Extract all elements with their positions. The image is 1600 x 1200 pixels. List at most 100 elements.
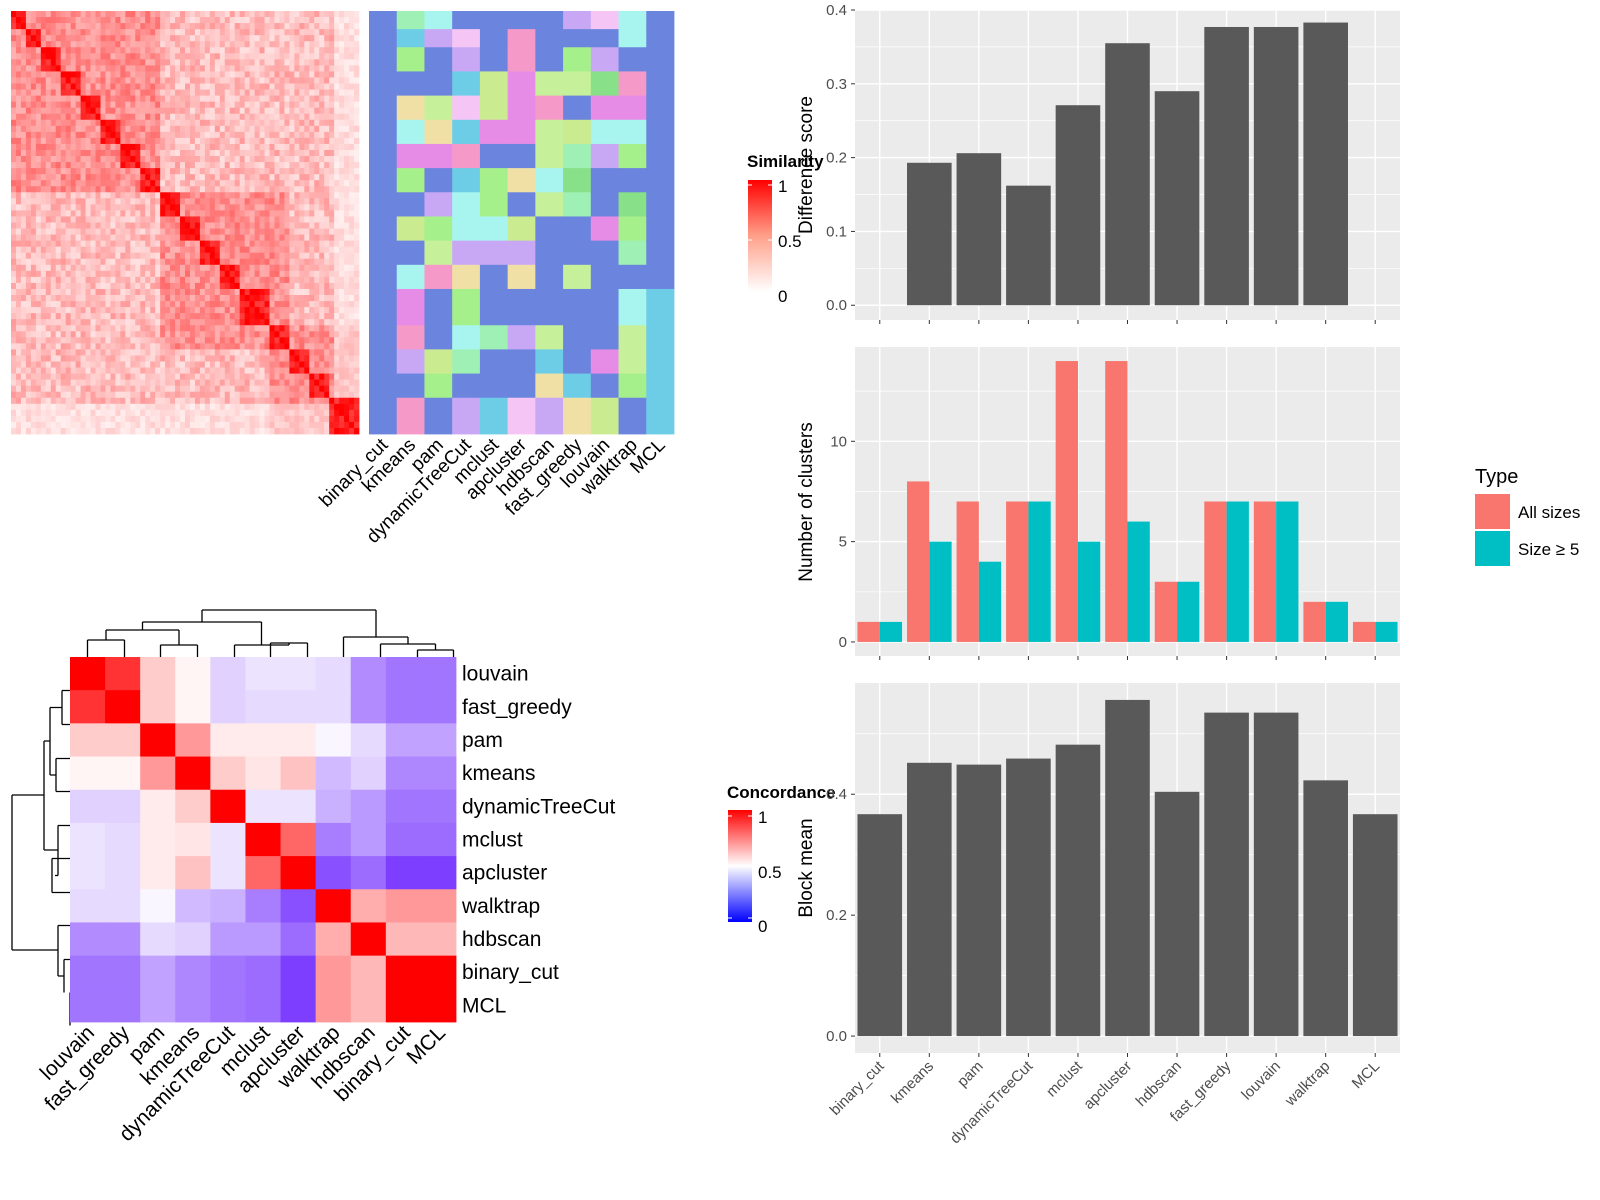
similarity-cell xyxy=(344,343,350,350)
similarity-cell xyxy=(40,210,47,217)
similarity-cell xyxy=(30,288,37,296)
similarity-cell xyxy=(150,168,156,175)
similarity-cell xyxy=(105,307,111,314)
similarity-cell xyxy=(194,204,201,211)
membership-cell xyxy=(424,397,453,435)
similarity-cell xyxy=(269,234,275,242)
similarity-cell xyxy=(110,47,116,54)
similarity-cell xyxy=(279,174,285,181)
similarity-cell xyxy=(319,95,325,103)
similarity-cell xyxy=(234,192,241,199)
similarity-cell xyxy=(75,162,81,169)
similarity-cell xyxy=(25,295,32,302)
similarity-cell xyxy=(45,131,52,139)
similarity-cell xyxy=(150,337,156,344)
similarity-cell xyxy=(95,313,101,320)
similarity-cell xyxy=(304,186,310,193)
similarity-cell xyxy=(110,427,116,435)
membership-cell xyxy=(452,143,481,169)
similarity-cell xyxy=(30,53,37,60)
similarity-cell xyxy=(180,53,186,60)
similarity-cell xyxy=(135,325,141,332)
similarity-cell xyxy=(199,361,206,368)
similarity-cell xyxy=(160,168,166,175)
similarity-cell xyxy=(30,373,37,381)
similarity-cell xyxy=(319,403,325,411)
similarity-cell xyxy=(274,186,280,193)
similarity-cell xyxy=(120,391,126,399)
similarity-cell xyxy=(25,47,32,54)
similarity-cell xyxy=(95,385,101,393)
similarity-cell xyxy=(289,234,295,242)
similarity-cell xyxy=(85,53,91,60)
similarity-cell xyxy=(244,301,251,308)
similarity-cell xyxy=(239,264,246,272)
similarity-cell xyxy=(155,373,161,381)
similarity-cell xyxy=(229,59,236,66)
similarity-cell xyxy=(50,59,57,66)
similarity-cell xyxy=(60,409,67,417)
similarity-cell xyxy=(110,17,116,24)
similarity-cell xyxy=(25,119,32,127)
similarity-cell xyxy=(329,77,335,84)
similarity-cell xyxy=(11,89,17,96)
similarity-cell xyxy=(185,337,191,344)
similarity-cell xyxy=(95,337,101,344)
similarity-cell xyxy=(155,119,161,127)
similarity-cell xyxy=(309,17,315,24)
similarity-cell xyxy=(294,216,300,223)
similarity-cell xyxy=(170,264,176,272)
similarity-cell xyxy=(135,174,141,181)
similarity-cell xyxy=(185,143,191,151)
similarity-cell xyxy=(80,168,86,175)
similarity-cell xyxy=(90,397,96,405)
similarity-cell xyxy=(70,59,77,66)
similarity-cell xyxy=(135,156,141,163)
similarity-cell xyxy=(284,355,290,362)
similarity-cell xyxy=(150,77,156,84)
similarity-cell xyxy=(105,77,111,84)
similarity-cell xyxy=(189,89,196,96)
similarity-cell xyxy=(175,210,181,217)
similarity-cell xyxy=(279,397,285,405)
similarity-cell xyxy=(155,192,161,199)
similarity-cell xyxy=(55,137,62,145)
similarity-cell xyxy=(334,174,340,181)
similarity-cell xyxy=(354,125,360,133)
similarity-cell xyxy=(284,240,290,248)
similarity-cell xyxy=(160,349,166,356)
similarity-cell xyxy=(254,41,260,48)
similarity-cell xyxy=(110,228,116,235)
similarity-cell xyxy=(90,83,96,90)
similarity-cell xyxy=(145,95,151,103)
similarity-cell xyxy=(25,367,32,374)
similarity-cell xyxy=(224,307,231,314)
similarity-cell xyxy=(294,143,300,151)
similarity-cell xyxy=(130,156,136,163)
similarity-cell xyxy=(309,204,315,211)
similarity-cell xyxy=(100,313,106,320)
similarity-cell xyxy=(95,149,101,157)
similarity-cell xyxy=(244,83,251,90)
similarity-cell xyxy=(110,83,116,90)
similarity-cell xyxy=(35,337,42,344)
similarity-cell xyxy=(344,367,350,374)
similarity-cell xyxy=(269,307,275,314)
similarity-cell xyxy=(150,385,156,393)
similarity-cell xyxy=(239,113,246,121)
similarity-cell xyxy=(354,295,360,302)
similarity-cell xyxy=(115,415,121,423)
similarity-cell xyxy=(165,83,171,90)
similarity-cell xyxy=(224,385,231,393)
similarity-cell xyxy=(70,409,77,417)
similarity-cell xyxy=(65,59,72,66)
similarity-cell xyxy=(45,125,52,133)
similarity-cell xyxy=(40,355,47,362)
similarity-cell xyxy=(70,373,77,381)
similarity-cell xyxy=(289,276,295,284)
similarity-cell xyxy=(234,23,241,30)
similarity-cell xyxy=(65,107,72,115)
similarity-cell xyxy=(279,95,285,103)
similarity-cell xyxy=(349,282,355,290)
similarity-cell xyxy=(75,186,81,193)
